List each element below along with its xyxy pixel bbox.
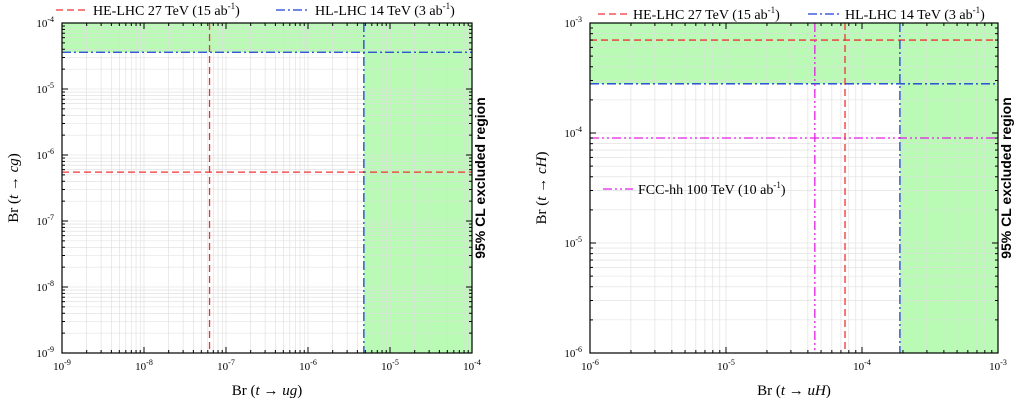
legend-label: HE-LHC 27 TeV (15 ab-1) <box>93 1 240 19</box>
y-tick-label: 10-6 <box>564 345 582 360</box>
legend-label: HL-LHC 14 TeV (3 ab-1) <box>315 1 455 19</box>
y-tick-label: 10-7 <box>36 213 54 228</box>
x-tick-label: 10-7 <box>217 358 235 373</box>
series-2 <box>590 23 998 353</box>
y-tick-label: 10-5 <box>564 235 582 250</box>
x-tick-label: 10-5 <box>717 358 735 373</box>
y-tick-label: 10-3 <box>564 15 582 30</box>
y-tick-label: 10-9 <box>36 345 54 360</box>
y-axis-label: Br (t → cg) <box>6 153 22 223</box>
legend-entry-3: FCC-hh 100 TeV (10 ab-1) <box>603 180 786 198</box>
x-tick-label: 10-6 <box>581 358 599 373</box>
legend-entry-1: HE-LHC 27 TeV (15 ab-1) <box>56 1 240 19</box>
y-tick-label: 10-4 <box>36 15 54 30</box>
x-tick-label: 10-8 <box>135 358 153 373</box>
y-tick-label: 10-6 <box>36 147 54 162</box>
excluded-region <box>62 23 472 353</box>
gridlines <box>589 23 998 354</box>
x-tick-label: 10-4 <box>853 358 871 373</box>
legend-label: HE-LHC 27 TeV (15 ab-1) <box>633 5 780 23</box>
excluded-region-label: 95% CL excluded region <box>998 97 1014 259</box>
series-2 <box>62 23 472 353</box>
legend-label: HL-LHC 14 TeV (3 ab-1) <box>845 5 985 23</box>
excluded-region <box>590 23 998 353</box>
plot-frame <box>61 22 473 354</box>
x-tick-label: 10-4 <box>463 358 481 373</box>
series-1 <box>590 23 998 353</box>
series-3 <box>590 23 998 353</box>
excluded-band-right <box>899 23 998 353</box>
x-axis-label: Br (t → uH) <box>757 383 831 399</box>
x-tick-label: 10-3 <box>989 358 1007 373</box>
chart-panel-2: 10-6 10-5 10-4 10-3 10-6 10-5 10-4 10-3 Br (t → … <box>534 5 1014 399</box>
y-tick-label: 10-5 <box>36 81 54 96</box>
y-axis-label: Br (t → cH) <box>534 152 550 225</box>
x-tick-label: 10-9 <box>53 358 71 373</box>
legend-entry-2: HL-LHC 14 TeV (3 ab-1) <box>808 5 985 23</box>
excluded-band-right <box>363 23 472 353</box>
limit-lines <box>590 23 998 353</box>
chart-panel-1: 10-9 10-8 10-7 10-6 10-5 10-4 10-9 10-8 10-7 10-6… <box>6 1 488 399</box>
axis-ticks <box>61 22 473 354</box>
y-tick-label: 10-8 <box>36 279 54 294</box>
legend-label: FCC-hh 100 TeV (10 ab-1) <box>638 180 786 198</box>
limit-lines <box>62 23 472 353</box>
x-tick-label: 10-6 <box>299 358 317 373</box>
legend-entry-1: HE-LHC 27 TeV (15 ab-1) <box>598 5 780 23</box>
series-1 <box>62 23 472 353</box>
excluded-region-label: 95% CL excluded region <box>472 97 488 259</box>
x-axis-label: Br (t → ug) <box>232 383 302 399</box>
plot-frame <box>589 22 999 354</box>
y-tick-label: 10-4 <box>564 125 582 140</box>
gridlines <box>61 23 472 354</box>
axis-ticks <box>589 22 999 354</box>
x-tick-label: 10-5 <box>381 358 399 373</box>
legend-entry-2: HL-LHC 14 TeV (3 ab-1) <box>276 1 455 19</box>
